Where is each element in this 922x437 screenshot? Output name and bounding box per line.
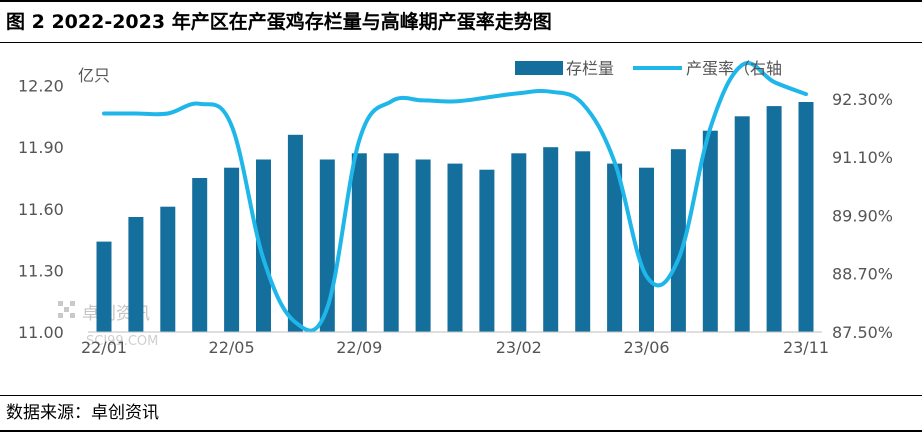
bar-22-02 (128, 217, 144, 332)
right-tick-label: 89.90% (832, 207, 893, 226)
bar-23-10 (766, 106, 782, 332)
bar-23-01 (479, 169, 495, 332)
bar-23-07 (670, 149, 686, 332)
x-tick-label: 23/11 (783, 338, 829, 357)
bar-23-03 (543, 147, 559, 332)
legend-label-bar: 存栏量 (566, 59, 614, 78)
bar-22-04 (192, 178, 208, 332)
left-tick-label: 11.60 (18, 200, 64, 219)
bar-23-11 (798, 102, 814, 332)
watermark-pixel (64, 307, 69, 312)
left-axis-unit: 亿只 (78, 66, 110, 85)
watermark-pixel (58, 301, 63, 306)
bar-22-05 (224, 167, 240, 332)
bar-series-inventory (96, 102, 814, 332)
x-tick-label: 22/05 (209, 338, 255, 357)
left-axis: 11.00 11.30 11.60 11.90 12.20 亿只 (18, 66, 110, 342)
footer-rule (0, 395, 922, 396)
bar-22-06 (256, 159, 271, 332)
bar-23-04 (575, 151, 591, 332)
x-tick-label: 23/06 (623, 338, 669, 357)
bar-23-05 (607, 163, 623, 332)
legend-label-line: 产蛋率（右轴 (686, 59, 782, 78)
x-axis: 22/01 22/05 22/09 23/02 23/06 23/11 (81, 331, 829, 357)
bar-22-10 (383, 153, 399, 332)
watermark-pixel (70, 313, 75, 318)
data-source: 数据来源：卓创资讯 (6, 403, 159, 423)
x-tick-label: 22/01 (81, 338, 127, 357)
watermark-pixel (70, 301, 75, 306)
left-tick-label: 11.00 (18, 323, 64, 342)
figure-title: 图 2 2022-2023 年产区在产蛋鸡存栏量与高峰期产蛋率走势图 (6, 11, 552, 33)
bar-22-03 (160, 206, 176, 332)
line-series-laying-rate (102, 61, 808, 333)
right-tick-label: 91.10% (832, 148, 893, 167)
right-axis: 87.50% 88.70% 89.90% 91.10% 92.30% (832, 90, 893, 342)
left-tick-label: 11.30 (18, 261, 64, 280)
bar-22-09 (351, 153, 367, 332)
left-tick-label: 11.90 (18, 138, 64, 157)
bar-23-02 (511, 153, 527, 332)
watermark-site: SCI99.COM (86, 334, 158, 349)
bar-22-07 (287, 134, 303, 332)
x-tick-label: 23/02 (496, 338, 542, 357)
bottom-rule (0, 430, 922, 432)
right-tick-label: 88.70% (832, 265, 893, 284)
bar-23-06 (639, 167, 654, 332)
watermark-pixel (58, 313, 63, 318)
right-tick-label: 92.30% (832, 90, 893, 109)
legend: 存栏量 产蛋率（右轴 (515, 59, 782, 78)
title-rule (0, 42, 922, 43)
bar-23-09 (734, 116, 750, 332)
x-tick-label: 22/09 (336, 338, 382, 357)
bar-22-12 (447, 163, 463, 332)
bar-22-11 (415, 159, 431, 332)
legend-swatch-bar (515, 61, 563, 75)
top-rule (0, 0, 922, 2)
left-tick-label: 12.20 (18, 77, 64, 96)
bar-23-08 (702, 130, 718, 332)
right-tick-label: 87.50% (832, 323, 893, 342)
laying-rate-line (102, 61, 808, 333)
bar-22-01 (96, 241, 112, 332)
